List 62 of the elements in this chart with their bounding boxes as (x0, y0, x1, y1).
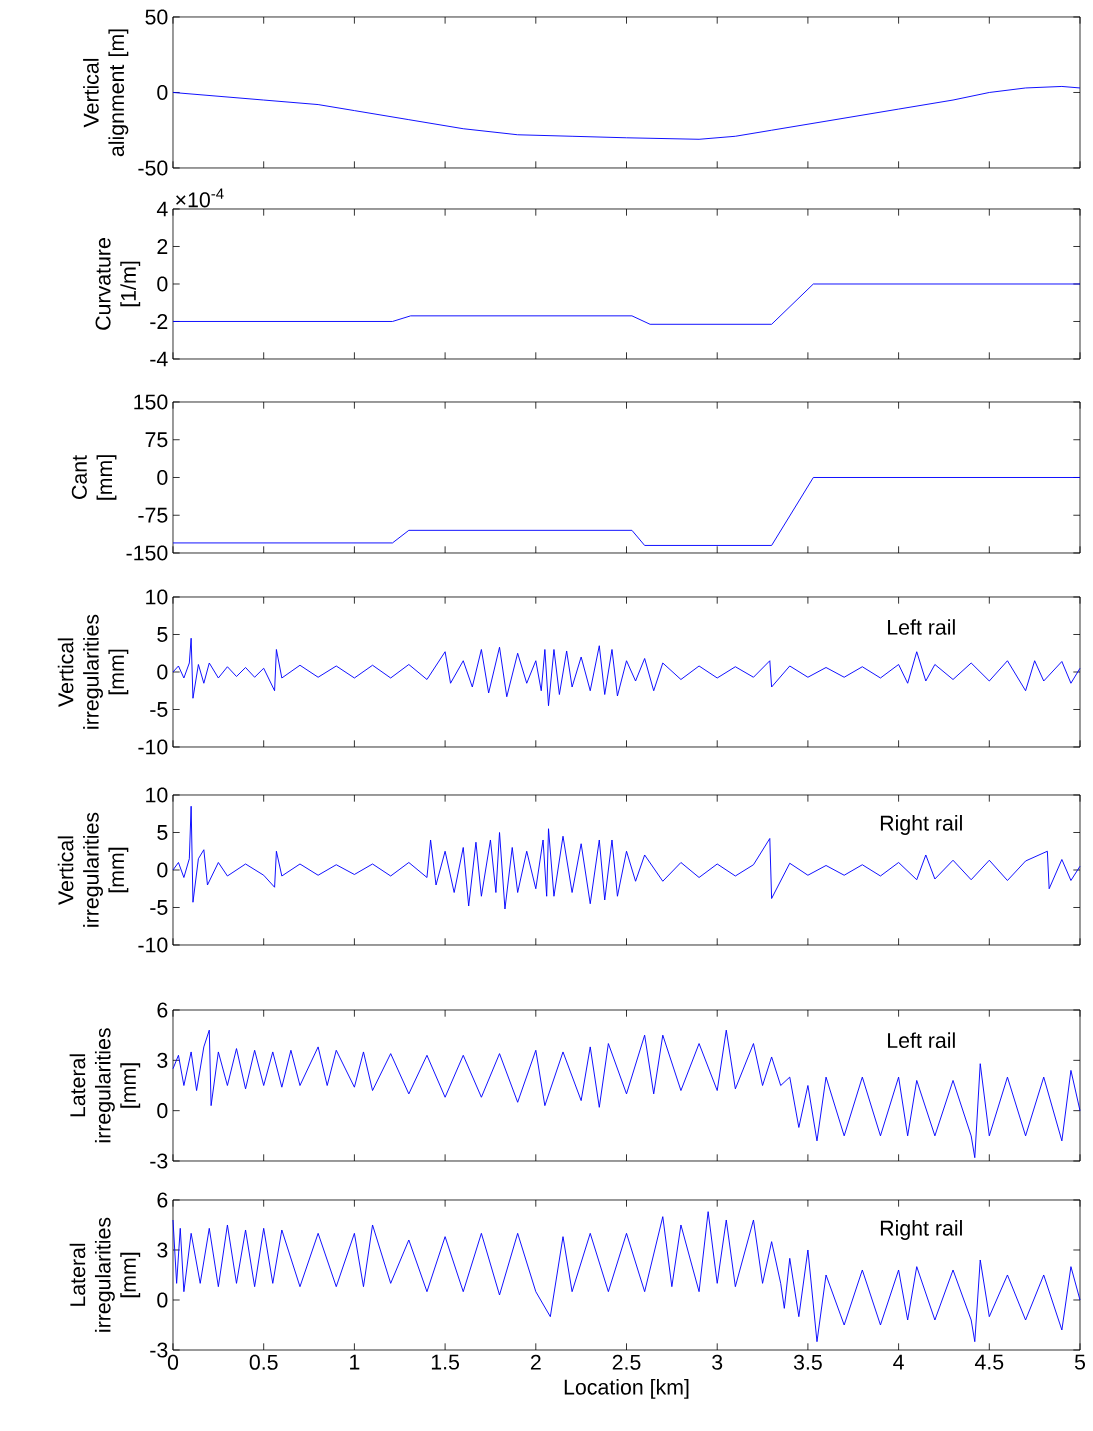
y-axis-title: Vertical irregularities [mm] (57, 614, 129, 729)
y-tick-label: -5 (150, 900, 168, 915)
x-tick-label: 2.5 (612, 1354, 641, 1370)
y-tick-label: -5 (150, 702, 168, 717)
annotation: Right rail (880, 815, 962, 835)
y-tick-label: -150 (126, 545, 168, 561)
y-tick-label: 0 (157, 862, 168, 878)
y-tick-label: -3 (150, 1153, 168, 1169)
x-tick-label: 1 (350, 1354, 360, 1370)
y-tick-label: 2 (157, 239, 168, 254)
y-tick-label: -10 (138, 739, 168, 755)
x-tick-label: 0 (167, 1354, 179, 1370)
y-tick-label: -10 (138, 937, 168, 953)
y-tick-label: 5 (157, 825, 168, 840)
x-tick-label: 2 (530, 1354, 541, 1370)
text: ×10$^{-4}$ (176, 188, 224, 208)
y-tick-label: 75 (145, 432, 168, 448)
x-tick-label: 3.5 (793, 1354, 822, 1370)
annotation: Left rail (888, 619, 955, 635)
line-series (172, 283, 1081, 325)
y-tick-label: 10 (146, 589, 168, 605)
y-tick-label: 0 (157, 664, 168, 680)
x-axis-title: Location [km] (564, 1378, 689, 1399)
line-series (172, 637, 1081, 707)
y-axis-title: Vertical irregularities [mm] (57, 812, 129, 927)
y-tick-label: -50 (138, 160, 168, 176)
y-tick-label: 150 (134, 394, 168, 410)
y-tick-label: 0 (157, 276, 168, 292)
y-tick-label: 4 (156, 201, 168, 217)
line-series (172, 1211, 1081, 1343)
y-tick-label: -3 (150, 1342, 168, 1358)
y-tick-label: 10 (146, 787, 168, 803)
y-tick-label: 0 (157, 84, 168, 101)
line-series (172, 805, 1081, 910)
y-axis-title: Curvature [1/m] (95, 238, 141, 330)
line-series (172, 477, 1081, 546)
y-axis-title: Lateral irregularities [mm] (69, 1217, 141, 1332)
y-axis-title: Cant [mm] (71, 455, 117, 500)
y-tick-label: 0 (157, 469, 168, 486)
y-tick-label: 50 (145, 9, 168, 25)
y-axis-title: Lateral irregularities [mm] (69, 1028, 141, 1143)
x-tick-label: 1.5 (431, 1354, 460, 1370)
y-tick-label: 0 (157, 1292, 168, 1308)
annotation: Left rail (888, 1032, 955, 1049)
x-tick-label: 4.5 (974, 1354, 1004, 1370)
y-tick-label: 3 (157, 1242, 168, 1258)
y-tick-label: 6 (157, 1192, 168, 1208)
line-series (172, 85, 1081, 140)
x-tick-label: 4 (893, 1354, 904, 1370)
line-series (172, 1029, 1081, 1159)
x-tick-label: 3 (712, 1354, 723, 1370)
y-tick-label: 6 (157, 1002, 168, 1018)
y-axis-title: Vertical alignment [m] (83, 29, 129, 157)
y-tick-label: -75 (138, 507, 168, 523)
x-tick-label: 0.5 (249, 1354, 278, 1370)
y-tick-label: 5 (157, 627, 168, 642)
annotation: Right rail (880, 1220, 962, 1240)
y-tick-label: -4 (150, 351, 168, 367)
y-tick-label: -2 (150, 314, 168, 329)
x-tick-label: 5 (1074, 1354, 1086, 1370)
y-tick-label: 0 (157, 1103, 168, 1119)
y-tick-label: 3 (157, 1052, 168, 1068)
